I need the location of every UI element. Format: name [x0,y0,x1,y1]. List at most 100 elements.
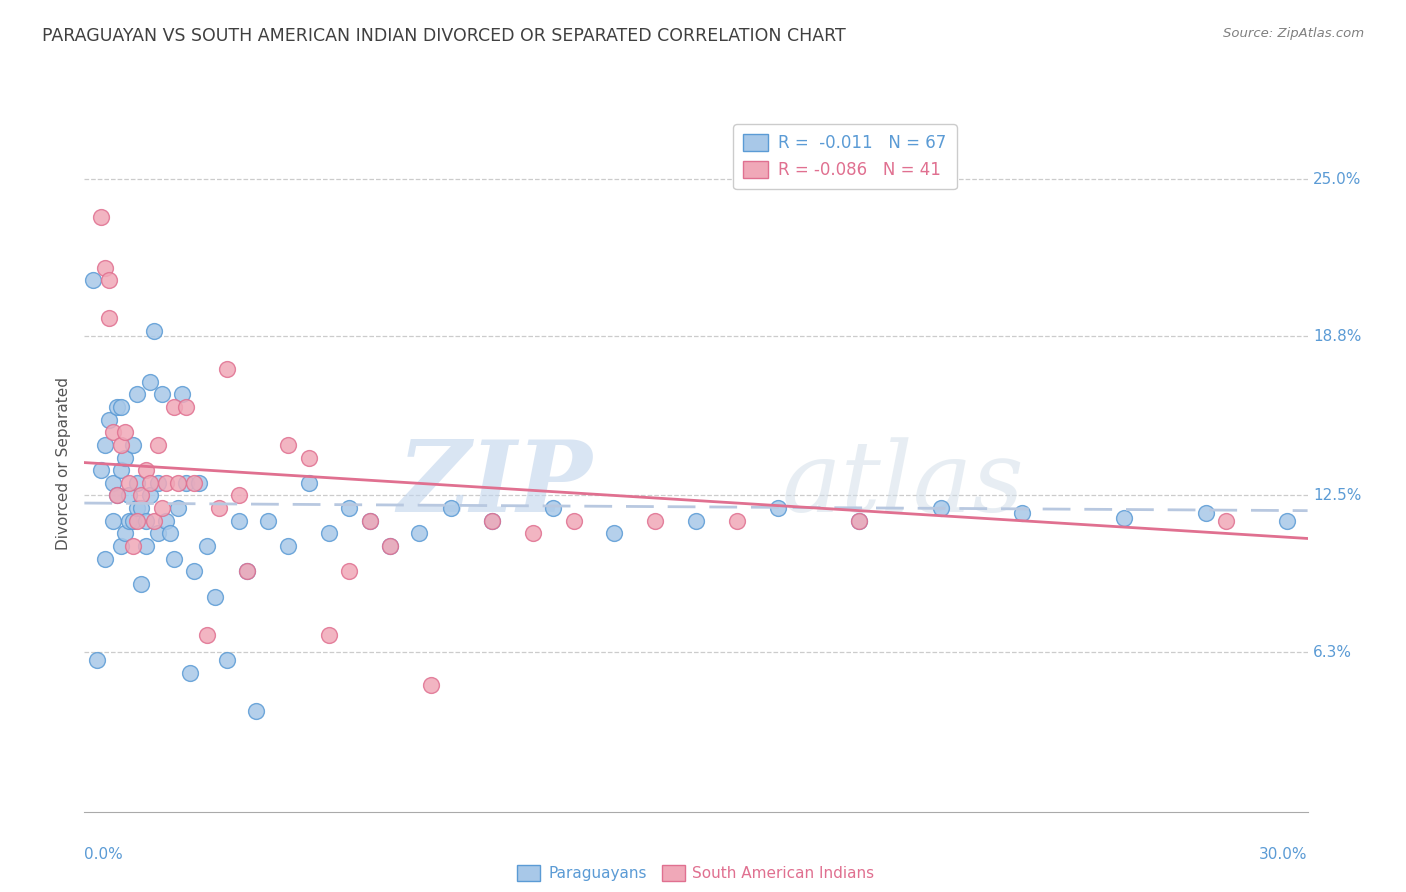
Point [277,539,299,553]
Point [204,590,226,604]
Point [110,463,132,477]
Point [159,526,181,541]
Text: 25.0%: 25.0% [1313,172,1361,186]
Point [174,400,197,414]
Point [101,475,124,490]
Point [179,665,201,680]
Point [118,475,141,490]
Point [848,514,870,528]
Point [105,400,128,414]
Point [127,514,149,528]
Point [245,704,267,718]
Point [208,501,231,516]
Point [167,475,190,490]
Point [142,514,165,528]
Point [848,514,870,528]
Point [118,514,141,528]
Text: 30.0%: 30.0% [1260,847,1308,863]
Point [217,362,239,376]
Point [114,450,136,465]
Text: 18.8%: 18.8% [1313,328,1361,343]
Point [236,565,259,579]
Text: 6.3%: 6.3% [1313,645,1353,660]
Point [131,577,153,591]
Point [339,565,360,579]
Point [138,375,160,389]
Point [150,501,173,516]
Point [1215,514,1237,528]
Text: ZIP: ZIP [396,436,592,533]
Point [543,501,565,516]
Point [135,463,156,477]
Point [155,475,177,490]
Point [97,311,120,326]
Point [131,501,153,516]
Point [110,400,132,414]
Point [195,627,218,641]
Point [122,514,145,528]
Point [146,526,169,541]
Point [93,438,115,452]
Point [183,475,205,490]
Point [297,475,319,490]
Point [297,450,319,465]
Point [105,488,128,502]
Point [217,653,239,667]
Point [420,678,443,692]
Point [236,565,259,579]
Point [122,539,145,553]
Point [644,514,666,528]
Point [481,514,503,528]
Point [142,324,165,338]
Point [378,539,402,553]
Point [339,501,360,516]
Point [359,514,381,528]
Text: 12.5%: 12.5% [1313,488,1361,503]
Point [187,475,209,490]
Point [114,425,136,440]
Point [90,210,112,224]
Point [118,488,141,502]
Point [93,260,115,275]
Point [522,526,544,541]
Point [82,273,104,287]
Point [929,501,952,516]
Point [101,514,124,528]
Point [163,400,186,414]
Point [97,412,120,426]
Point [440,501,463,516]
Point [174,475,197,490]
Point [127,387,149,401]
Point [135,514,156,528]
Point [183,565,205,579]
Point [155,514,177,528]
Point [110,438,132,452]
Y-axis label: Divorced or Separated: Divorced or Separated [56,377,72,550]
Point [93,551,115,566]
Point [114,526,136,541]
Point [131,488,153,502]
Text: 0.0%: 0.0% [84,847,124,863]
Point [378,539,402,553]
Point [172,387,194,401]
Point [228,488,250,502]
Point [122,438,145,452]
Point [135,539,156,553]
Point [481,514,503,528]
Point [86,653,108,667]
Point [1275,514,1298,528]
Point [146,438,169,452]
Text: PARAGUAYAN VS SOUTH AMERICAN INDIAN DIVORCED OR SEPARATED CORRELATION CHART: PARAGUAYAN VS SOUTH AMERICAN INDIAN DIVO… [42,27,846,45]
Point [138,488,160,502]
Point [110,539,132,553]
Point [766,501,789,516]
Point [97,273,120,287]
Point [685,514,707,528]
Point [725,514,748,528]
Point [1112,511,1135,525]
Point [127,501,149,516]
Text: atlas: atlas [782,437,1025,533]
Point [603,526,626,541]
Point [127,475,149,490]
Point [228,514,250,528]
